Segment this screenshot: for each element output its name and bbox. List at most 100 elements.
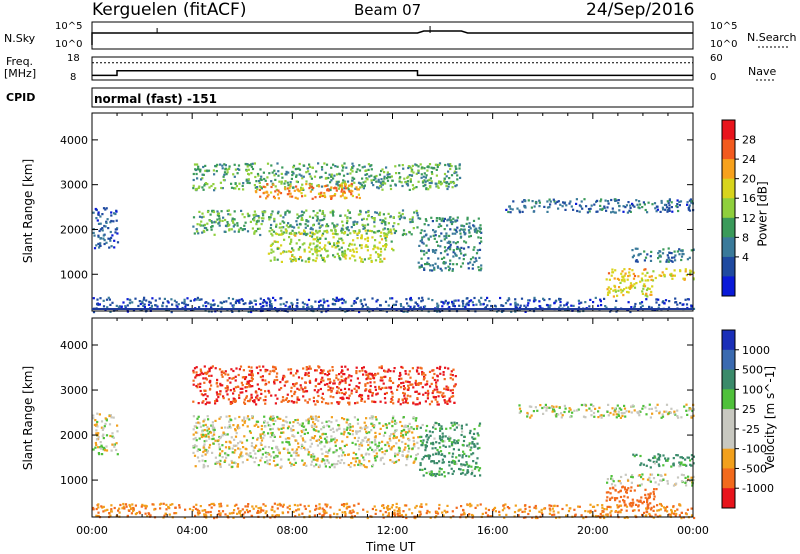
power-cell	[227, 209, 230, 212]
velocity-cell	[200, 393, 203, 396]
power-cell	[350, 193, 353, 196]
velocity-cell	[360, 396, 363, 399]
power-cell	[267, 193, 270, 197]
velocity-cell	[265, 455, 268, 458]
power-cell	[663, 203, 667, 206]
power-cell	[308, 165, 312, 168]
power-cell	[98, 303, 101, 306]
velocity-cell	[303, 446, 306, 449]
velocity-cell	[202, 400, 205, 403]
velocity-cell	[357, 430, 360, 433]
power-cell	[109, 310, 112, 313]
power-cell	[340, 237, 343, 240]
power-cell	[287, 184, 290, 187]
power-cell	[595, 210, 598, 213]
velocity-cell	[416, 397, 419, 400]
power-cell	[260, 186, 263, 189]
velocity-cell	[344, 514, 347, 517]
power-cell	[385, 310, 388, 313]
power-cell	[383, 248, 387, 251]
power-cell	[454, 232, 457, 235]
velocity-cell	[279, 435, 282, 438]
power-cell	[427, 257, 430, 260]
velocity-cell	[210, 506, 213, 509]
power-cell	[302, 188, 305, 191]
velocity-cell	[300, 424, 304, 427]
velocity-cell	[617, 511, 620, 514]
power-cell	[102, 305, 106, 308]
velocity-cell	[209, 387, 212, 390]
nsky-tick-high-left: 10^5	[55, 21, 83, 32]
power-cell	[366, 239, 369, 242]
velocity-cell	[438, 460, 441, 463]
velocity-cell	[469, 505, 472, 508]
power-cell	[365, 244, 368, 247]
velocity-cell	[302, 429, 305, 432]
power-cell	[416, 303, 419, 306]
velocity-cell	[272, 417, 275, 420]
power-cell	[292, 164, 296, 167]
velocity-cell	[110, 510, 113, 513]
velocity-cell	[378, 449, 381, 452]
power-cell	[361, 218, 364, 221]
velocity-cell	[323, 462, 327, 465]
power-cell	[261, 212, 264, 215]
power-cell	[257, 174, 260, 177]
velocity-cell	[338, 391, 341, 394]
velocity-cell	[303, 505, 306, 508]
velocity-cell	[403, 428, 406, 431]
power-cell	[494, 304, 497, 307]
power-cell	[449, 243, 452, 246]
power-cell	[374, 211, 377, 214]
velocity-cell	[360, 394, 364, 397]
power-cell	[428, 181, 431, 185]
velocity-cell	[382, 375, 385, 379]
power-cell	[314, 259, 317, 263]
power-cell	[302, 305, 305, 308]
power-cell	[102, 234, 105, 237]
velocity-cell	[375, 452, 378, 455]
velocity-cell	[314, 385, 317, 388]
velocity-cell	[387, 512, 390, 515]
velocity-cell	[351, 509, 354, 512]
velocity-cell	[301, 512, 304, 515]
power-cell	[423, 167, 426, 170]
velocity-cell	[403, 425, 406, 428]
velocity-cell	[401, 450, 404, 453]
velocity-cell	[287, 368, 290, 371]
velocity-cell	[266, 462, 269, 465]
velocity-cell	[345, 421, 348, 424]
velocity-cell	[232, 397, 235, 400]
power-cell	[331, 222, 334, 225]
power-cell	[447, 218, 450, 221]
velocity-cell	[463, 513, 466, 516]
power-cell	[232, 306, 235, 309]
power-cell	[351, 176, 354, 179]
power-cell	[342, 179, 345, 182]
velocity-cell	[202, 450, 205, 454]
power-cell	[462, 299, 465, 303]
power-cell	[307, 257, 310, 260]
velocity-cell	[362, 456, 365, 459]
power-cell	[626, 278, 629, 281]
power-cell	[436, 310, 439, 313]
velocity-cell	[418, 510, 421, 513]
power-cell	[619, 288, 622, 291]
power-cell	[335, 296, 338, 299]
velocity-cell	[206, 401, 209, 404]
power-cell	[298, 215, 301, 218]
velocity-cell	[312, 458, 315, 461]
power-cell	[307, 246, 311, 249]
velocity-cell	[371, 417, 374, 420]
power-cell	[114, 212, 117, 216]
power-cell	[620, 272, 623, 275]
power-cell	[353, 220, 356, 223]
power-cell	[323, 259, 326, 262]
velocity-cell	[324, 402, 328, 405]
velocity-cell	[449, 389, 452, 392]
velocity-cell	[421, 468, 424, 471]
power-cell	[268, 218, 271, 221]
velocity-cell	[390, 397, 393, 401]
velocity-cell	[448, 439, 451, 442]
velocity-cell	[391, 392, 394, 395]
